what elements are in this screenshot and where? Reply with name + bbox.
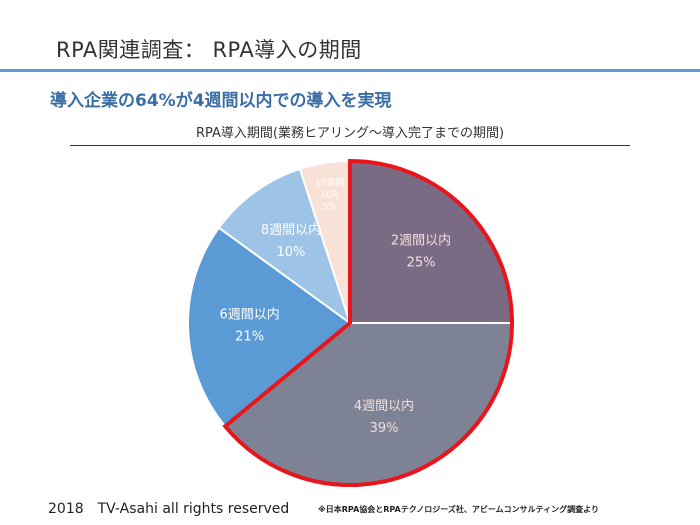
- slice-value-4w: 39%: [370, 421, 399, 436]
- pie-slice-8w: [217, 167, 352, 326]
- slice-label-10w: 10週間: [315, 177, 344, 188]
- slice-label-2w: 2週間以内: [391, 232, 451, 248]
- chart-title-divider: [70, 145, 630, 146]
- pie-slice-6w: [187, 226, 352, 428]
- slice-value-2w: 25%: [407, 255, 436, 270]
- slide-subtitle: 導入企業の64%が4週間以内での導入を実現: [50, 91, 392, 111]
- slice-label-6w: 6週間以内: [219, 307, 279, 323]
- slice-label-4w: 4週間以内: [354, 398, 414, 414]
- slice-value-6w: 21%: [235, 330, 264, 345]
- chart-title: RPA導入期間(業務ヒアリング～導入完了までの期間): [195, 126, 505, 141]
- slice-value-10w: 5%: [323, 202, 338, 212]
- slice-value-8w: 10%: [277, 245, 306, 260]
- highlight-outline: [222, 158, 514, 487]
- title-divider: [0, 69, 700, 72]
- copyright-footer: 2018 TV-Asahi all rights reserved: [48, 501, 290, 517]
- slice-label-10w-cont: 以内: [321, 188, 339, 200]
- slice-label-8w: 8週間以内: [261, 222, 321, 238]
- slide-title: RPA関連調査： RPA導入の期間: [56, 38, 362, 62]
- source-note: ※日本RPA協会とRPAテクノロジーズ社、アビームコンサルティング調査より: [318, 505, 599, 514]
